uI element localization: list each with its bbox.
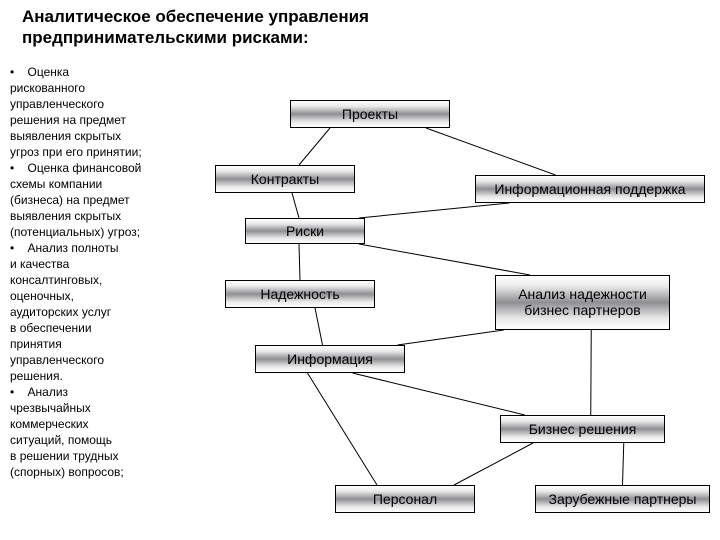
edge xyxy=(353,373,525,415)
edge xyxy=(591,330,592,415)
bullet-line: принятия xyxy=(10,337,190,352)
bullet-line: • Анализ полноты xyxy=(10,241,190,256)
node-projects: Проекты xyxy=(290,100,450,128)
edge xyxy=(359,244,530,275)
bullet-line: ситуаций, помощь xyxy=(10,433,190,448)
node-infosupport: Информационная поддержка xyxy=(475,175,705,203)
bullet-line: решения. xyxy=(10,369,190,384)
bullet-list: • Оценкарискованногоуправленческогорешен… xyxy=(10,65,190,481)
bullet-line: выявления скрытых xyxy=(10,209,190,224)
node-information: Информация xyxy=(255,345,405,373)
edge xyxy=(299,244,300,280)
bullet-line: • Оценка финансовой xyxy=(10,161,190,176)
edge xyxy=(292,193,299,218)
bullet-line: • Оценка xyxy=(10,65,190,80)
edge xyxy=(454,443,533,485)
bullet-line: • Анализ xyxy=(10,385,190,400)
bullet-line: угроз при его принятии; xyxy=(10,145,190,160)
bullet-line: (спорных) вопросов; xyxy=(10,465,190,480)
edge xyxy=(359,203,510,218)
bullet-line: рискованного xyxy=(10,81,190,96)
bullet-line: в решении трудных xyxy=(10,449,190,464)
bullet-line: оценочных, xyxy=(10,289,190,304)
node-bizdec: Бизнес решения xyxy=(500,415,665,443)
edge xyxy=(299,128,330,165)
bullet-line: аудиторских услуг xyxy=(10,305,190,320)
bullet-line: (бизнеса) на предмет xyxy=(10,193,190,208)
node-reliability: Надежность xyxy=(225,280,375,308)
edge xyxy=(398,330,504,345)
bullet-line: схемы компании xyxy=(10,177,190,192)
node-contracts: Контракты xyxy=(215,165,355,193)
bullet-line: решения на предмет xyxy=(10,113,190,128)
edge xyxy=(308,373,378,485)
bullet-line: в обеспечении xyxy=(10,321,190,336)
bullet-line: управленческого xyxy=(10,353,190,368)
node-foreign: Зарубежные партнеры xyxy=(535,485,710,513)
node-analysis: Анализ надежности бизнес партнеров xyxy=(495,275,670,330)
page-title: Аналитическое обеспечение управления пре… xyxy=(22,6,452,49)
edge xyxy=(315,308,323,345)
bullet-line: управленческого xyxy=(10,97,190,112)
bullet-line: консалтинговых, xyxy=(10,273,190,288)
node-personnel: Персонал xyxy=(335,485,475,513)
bullet-line: выявления скрытых xyxy=(10,129,190,144)
edge xyxy=(623,443,624,485)
bullet-line: (потенциальных) угроз; xyxy=(10,225,190,240)
edge xyxy=(426,128,556,175)
bullet-line: и качества xyxy=(10,257,190,272)
bullet-line: коммерческих xyxy=(10,417,190,432)
node-risks: Риски xyxy=(245,218,365,244)
bullet-line: чрезвычайных xyxy=(10,401,190,416)
